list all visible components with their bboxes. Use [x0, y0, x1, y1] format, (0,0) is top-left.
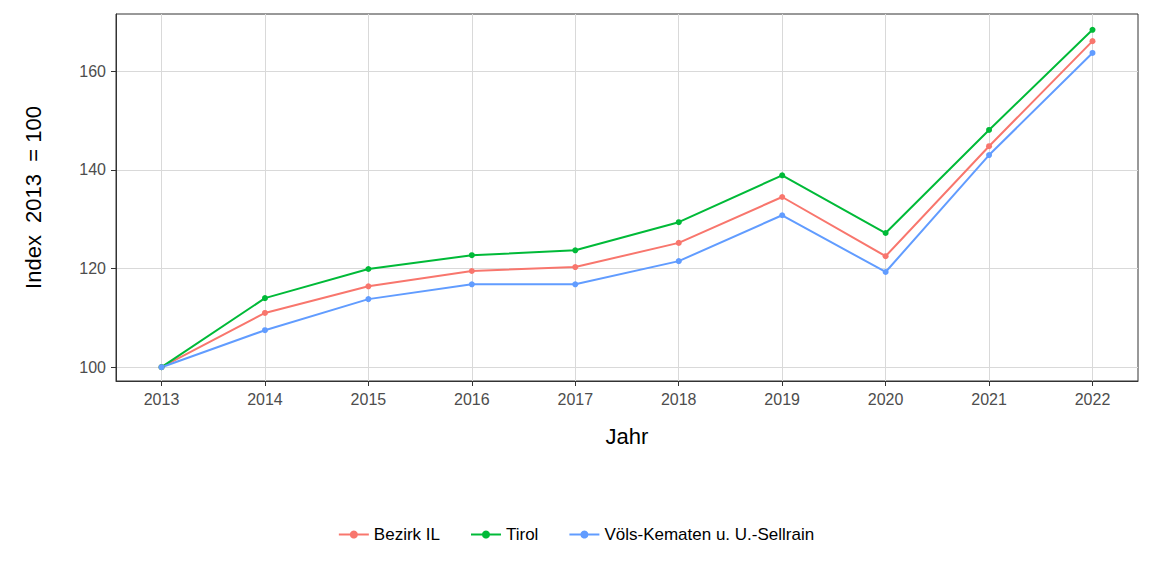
- svg-text:2018: 2018: [661, 391, 697, 408]
- svg-text:2022: 2022: [1075, 391, 1111, 408]
- svg-text:160: 160: [79, 63, 106, 80]
- svg-text:2014: 2014: [247, 391, 283, 408]
- svg-text:100: 100: [79, 359, 106, 376]
- svg-text:2016: 2016: [454, 391, 490, 408]
- svg-text:120: 120: [79, 260, 106, 277]
- svg-text:2015: 2015: [351, 391, 387, 408]
- svg-text:Jahr: Jahr: [606, 424, 649, 449]
- svg-text:2013: 2013: [144, 391, 180, 408]
- svg-text:2017: 2017: [557, 391, 593, 408]
- svg-text:140: 140: [79, 161, 106, 178]
- svg-text:Bezirk IL: Bezirk IL: [374, 525, 440, 544]
- svg-text:2019: 2019: [764, 391, 800, 408]
- svg-text:2021: 2021: [971, 391, 1007, 408]
- svg-text:Index 2013 = 100: Index 2013 = 100: [21, 106, 46, 289]
- svg-text:Völs-Kematen u. U.-Sellrain: Völs-Kematen u. U.-Sellrain: [604, 525, 814, 544]
- svg-text:2020: 2020: [868, 391, 904, 408]
- svg-text:Tirol: Tirol: [506, 525, 538, 544]
